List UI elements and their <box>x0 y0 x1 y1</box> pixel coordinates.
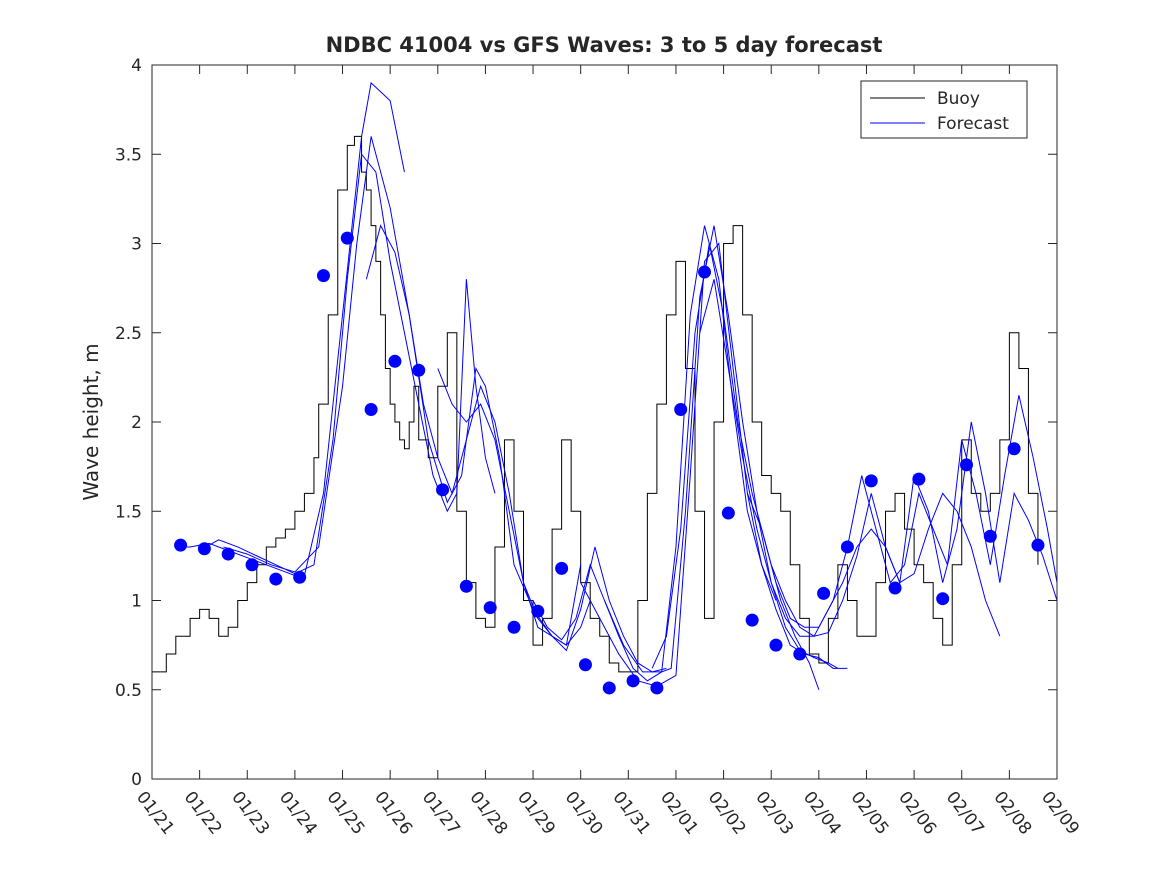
y-tick-label: 1.5 <box>115 502 142 522</box>
forecast-marker <box>626 674 640 688</box>
forecast-marker <box>412 363 426 377</box>
forecast-marker <box>674 403 688 417</box>
chart-title: NDBC 41004 vs GFS Waves: 3 to 5 day fore… <box>326 33 883 57</box>
x-tick-label: 01/25 <box>323 788 369 839</box>
forecast-run-line-8 <box>651 243 820 690</box>
forecast-marker <box>960 458 973 472</box>
x-tick-label: 01/30 <box>561 788 607 839</box>
forecast-marker <box>1031 538 1045 552</box>
legend-forecast-label: Forecast <box>937 114 1009 134</box>
x-tick-label: 02/04 <box>799 788 845 839</box>
y-tick-label: 1 <box>131 592 142 612</box>
x-tick-label: 02/01 <box>656 788 702 839</box>
x-tick-label: 02/07 <box>942 788 988 839</box>
y-tick-label: 4 <box>131 56 142 76</box>
forecast-marker <box>197 542 211 556</box>
forecast-marker <box>340 231 354 245</box>
forecast-marker <box>864 474 878 488</box>
forecast-marker <box>793 647 807 661</box>
forecast-marker <box>1007 442 1021 456</box>
y-tick-label: 2.5 <box>115 324 142 344</box>
forecast-run-line-1 <box>199 152 496 575</box>
x-tick-label: 02/06 <box>894 788 940 839</box>
forecast-marker <box>698 265 712 279</box>
forecast-run-line-9 <box>699 279 1001 637</box>
x-tick-label: 01/29 <box>513 788 559 839</box>
x-tick-label: 02/09 <box>1037 788 1083 839</box>
forecast-marker <box>888 581 902 595</box>
forecast-marker <box>769 638 783 652</box>
forecast-marker <box>436 483 450 497</box>
forecast-marker <box>817 586 831 600</box>
marker-layer <box>174 231 1045 695</box>
forecast-marker <box>983 529 997 543</box>
x-tick-label: 02/08 <box>989 788 1035 839</box>
forecast-marker <box>650 681 664 695</box>
x-tick-label: 01/21 <box>132 788 178 839</box>
forecast-marker <box>483 601 497 615</box>
y-tick-label: 3.5 <box>115 145 142 165</box>
x-tick-label: 01/22 <box>180 788 226 839</box>
x-tick-label: 02/05 <box>847 788 893 839</box>
x-tick-label: 01/26 <box>370 788 416 839</box>
forecast-marker <box>507 620 521 634</box>
forecast-marker <box>316 269 330 283</box>
forecast-marker <box>745 613 759 627</box>
x-tick-label: 02/03 <box>751 788 797 839</box>
legend: Buoy Forecast <box>860 80 1028 139</box>
x-tick-label: 01/31 <box>608 788 654 839</box>
y-tick-label: 0 <box>131 770 142 790</box>
x-tick-label: 01/28 <box>465 788 511 839</box>
forecast-marker <box>245 558 259 572</box>
x-tick-label: 01/27 <box>418 788 464 839</box>
forecast-marker <box>555 561 569 575</box>
forecast-marker <box>221 547 235 561</box>
y-tick-label: 0.5 <box>115 681 142 701</box>
legend-box <box>860 80 1028 139</box>
forecast-marker <box>459 579 473 593</box>
forecast-run-line-3 <box>365 224 591 646</box>
plot-background <box>152 65 1057 779</box>
forecast-marker <box>721 506 735 520</box>
forecast-marker <box>602 681 616 695</box>
forecast-marker <box>936 592 950 606</box>
forecast-marker <box>293 570 307 584</box>
forecast-run-line-2 <box>223 136 582 646</box>
x-tick-label: 01/24 <box>275 788 321 839</box>
forecast-marker <box>174 538 188 552</box>
forecast-marker <box>269 572 283 586</box>
forecast-marker <box>388 354 402 368</box>
buoy-series-line <box>152 135 1039 673</box>
x-tick-label: 02/02 <box>704 788 750 839</box>
y-axis-label: Wave height, m <box>79 343 103 500</box>
forecast-marker <box>364 403 378 417</box>
y-tick-label: 2 <box>131 413 142 433</box>
y-tick-label: 3 <box>131 235 142 255</box>
forecast-run-line-4 <box>437 368 667 673</box>
forecast-marker <box>912 472 926 486</box>
legend-buoy-label: Buoy <box>937 89 980 109</box>
x-tick-label: 01/23 <box>227 788 273 839</box>
forecast-run-line-5 <box>532 225 777 682</box>
forecast-marker <box>840 540 854 554</box>
forecast-marker <box>531 604 545 618</box>
forecast-marker <box>578 658 592 672</box>
